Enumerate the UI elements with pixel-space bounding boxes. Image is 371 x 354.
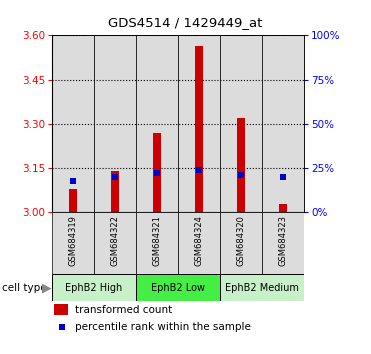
Bar [136,35,178,212]
Text: GSM684319: GSM684319 [69,216,78,266]
Text: percentile rank within the sample: percentile rank within the sample [75,322,250,332]
Text: ▶: ▶ [42,281,51,294]
Bar [195,46,203,212]
Bar [178,35,220,212]
Bar [69,189,77,212]
Text: EphB2 High: EphB2 High [65,282,122,293]
Bar [136,212,178,274]
Bar [52,212,94,274]
Text: EphB2 Medium: EphB2 Medium [225,282,299,293]
Bar [178,212,220,274]
Text: transformed count: transformed count [75,305,172,315]
Text: GSM684322: GSM684322 [111,216,119,266]
Text: GDS4514 / 1429449_at: GDS4514 / 1429449_at [108,16,263,29]
Bar [111,171,119,212]
Text: EphB2 Low: EphB2 Low [151,282,205,293]
Text: GSM684324: GSM684324 [195,216,204,266]
Bar [94,35,136,212]
Text: cell type: cell type [2,282,46,293]
Bar [262,212,304,274]
Bar [52,274,136,301]
Bar [55,304,68,315]
Text: GSM684323: GSM684323 [279,216,288,267]
Bar [94,212,136,274]
Bar [262,35,304,212]
Text: GSM684321: GSM684321 [152,216,161,266]
Bar [237,118,245,212]
Bar [279,204,287,212]
Text: GSM684320: GSM684320 [237,216,246,266]
Bar [136,274,220,301]
Bar [52,35,94,212]
Bar [220,212,262,274]
Bar [220,35,262,212]
Bar [153,133,161,212]
Bar [220,274,304,301]
